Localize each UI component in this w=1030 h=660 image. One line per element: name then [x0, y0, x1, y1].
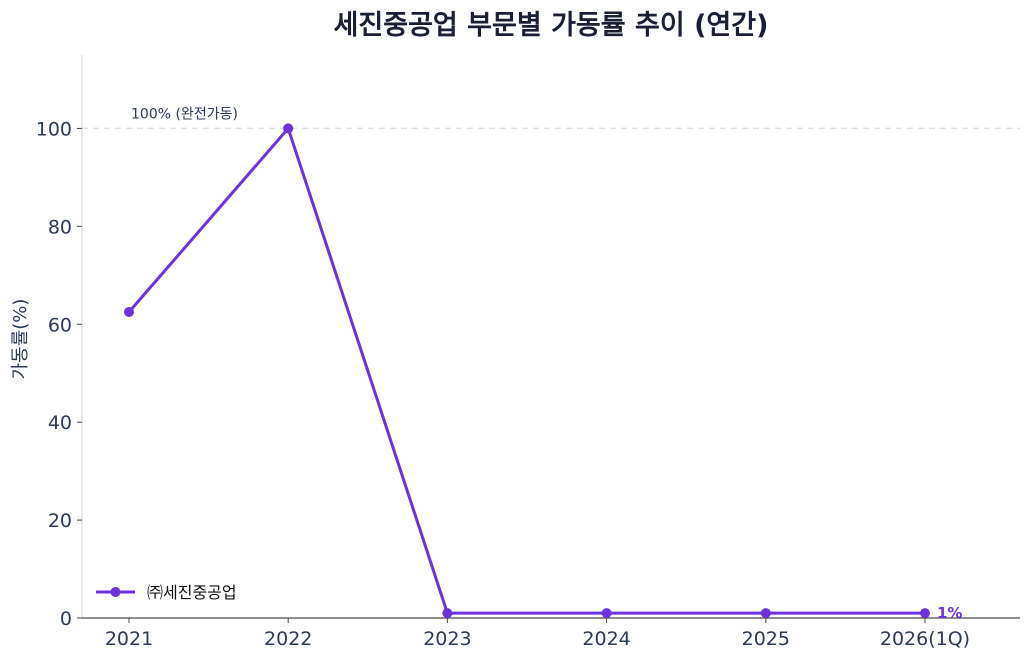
- x-tick-label: 2022: [264, 628, 312, 650]
- y-tick-label: 40: [48, 412, 72, 434]
- end-value-label: 1%: [937, 604, 962, 622]
- data-point: [601, 608, 612, 619]
- series-group: 1%: [124, 123, 962, 622]
- y-tick-label: 80: [48, 216, 72, 238]
- x-tick-label: 2023: [423, 628, 471, 650]
- data-point: [124, 307, 134, 318]
- chart-title: 세진중공업 부문별 가동률 추이 (연간): [334, 10, 769, 41]
- y-tick-label: 20: [48, 510, 72, 532]
- y-tick-label: 100: [36, 118, 72, 140]
- reference-line-label: 100% (완전가동): [131, 106, 238, 122]
- y-axis-label: 가동률(%): [10, 299, 31, 380]
- data-point: [760, 608, 771, 619]
- x-tick-label: 2025: [742, 628, 790, 650]
- x-tick-label: 2024: [582, 628, 630, 650]
- data-point: [920, 608, 930, 619]
- data-point: [283, 123, 294, 134]
- reference-line-group: 100% (완전가동): [82, 106, 1020, 130]
- data-point: [442, 608, 453, 619]
- legend: ㈜세진중공업: [96, 583, 237, 602]
- series-line: [127, 126, 925, 615]
- y-tick-label: 0: [60, 608, 72, 630]
- x-tick-label: 2021: [105, 628, 153, 650]
- axes: 0 20 40 60 80 100 2021 2022 2023 2024 2025 2026(1Q): [36, 55, 1020, 650]
- x-tick-label: 2026(1Q): [880, 628, 970, 650]
- legend-swatch-marker: [110, 587, 121, 597]
- y-tick-label: 60: [48, 314, 72, 336]
- legend-label: ㈜세진중공업: [147, 583, 237, 602]
